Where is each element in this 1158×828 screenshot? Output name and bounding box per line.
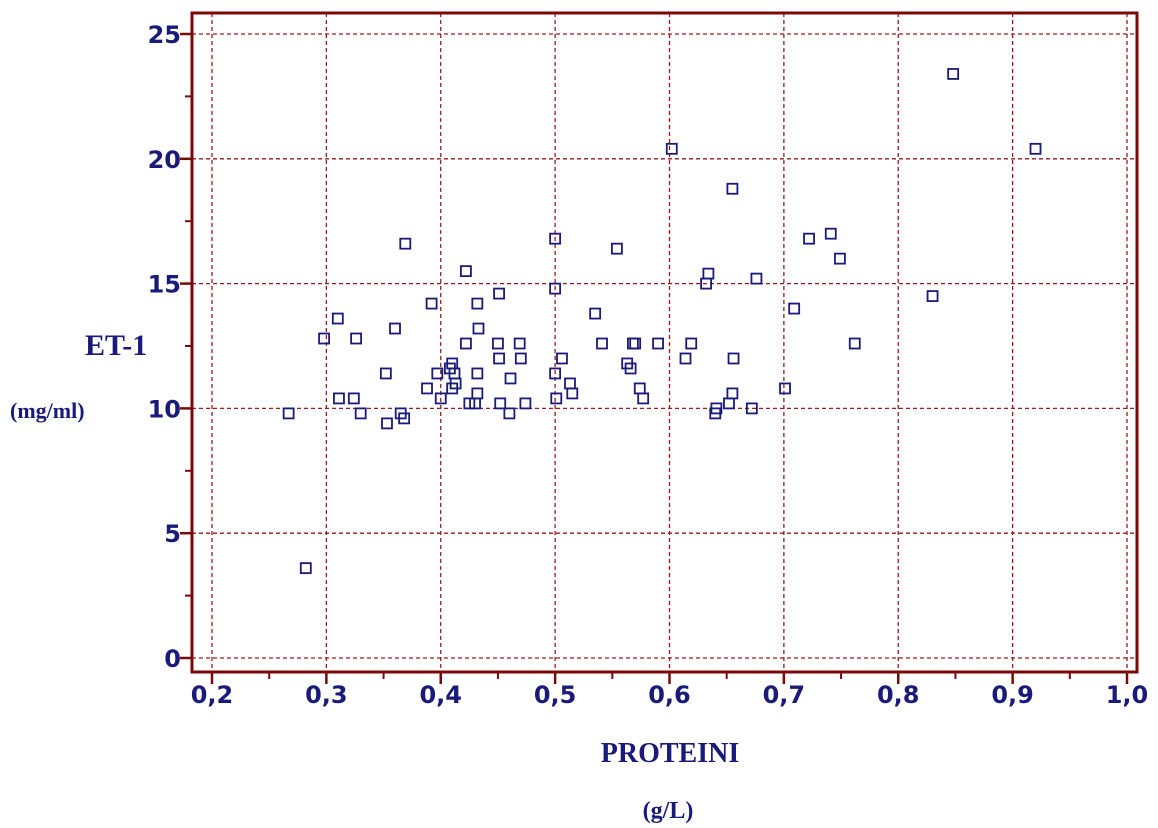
data-point: [318, 332, 330, 345]
data-point: [779, 382, 791, 395]
data-point: [723, 397, 735, 410]
x-axis-unit: (g/L): [643, 798, 694, 824]
data-point: [425, 297, 438, 310]
data-point: [566, 387, 579, 400]
data-point: [549, 367, 562, 380]
data-point: [624, 362, 637, 375]
data-point: [399, 237, 412, 250]
data-point: [472, 322, 485, 335]
data-point: [848, 337, 861, 350]
data-point: [824, 227, 837, 240]
data-point: [471, 297, 484, 310]
tick-marks: [180, 32, 1129, 684]
data-point: [550, 392, 563, 405]
y-tick-label: 5: [164, 520, 181, 548]
data-point: [652, 337, 664, 350]
data-point: [556, 352, 568, 365]
x-tick-label: 0,9: [991, 681, 1034, 709]
y-tick-label: 15: [148, 271, 181, 299]
data-point: [471, 367, 484, 380]
data-point: [493, 352, 505, 365]
data-point: [596, 337, 608, 350]
data-point: [702, 267, 715, 280]
data-point: [947, 68, 960, 80]
data-point: [331, 312, 344, 325]
data-point: [750, 272, 763, 285]
data-point: [431, 367, 444, 380]
data-point: [637, 392, 650, 405]
x-tick-label: 0,5: [534, 681, 577, 709]
y-tick-label: 0: [164, 645, 181, 673]
data-point: [460, 337, 472, 350]
x-tick-label: 0,6: [648, 681, 691, 709]
data-point: [504, 372, 517, 385]
data-point: [398, 412, 411, 425]
data-point: [726, 182, 739, 195]
data-point: [549, 232, 562, 245]
data-point: [434, 392, 447, 405]
data-point: [519, 397, 532, 410]
plot-frame: [190, 11, 1139, 674]
data-point: [460, 265, 472, 278]
data-point: [745, 402, 758, 415]
x-tick-label: 0,3: [305, 681, 348, 709]
x-tick-label: 0,8: [877, 681, 920, 709]
data-point: [492, 337, 504, 350]
data-point: [449, 377, 462, 390]
data-point: [589, 307, 602, 320]
data-point: [379, 367, 392, 380]
x-tick-label: 0,4: [419, 681, 462, 709]
data-point: [350, 332, 363, 345]
data-point: [665, 142, 678, 155]
data-point: [803, 232, 815, 245]
x-tick-label: 0,2: [191, 681, 234, 709]
data-point: [549, 282, 562, 295]
data-point: [354, 407, 367, 420]
data-point: [564, 377, 576, 390]
x-tick-label: 1,0: [1106, 681, 1149, 709]
data-point: [493, 287, 505, 300]
data-point: [629, 337, 642, 350]
data-point: [610, 242, 623, 255]
data-point: [834, 252, 846, 265]
data-point: [282, 407, 295, 420]
x-tick-labels: 0,2 0,3 0,4 0,5 0,6 0,7 0,8 0,9 1,0: [191, 681, 1149, 709]
data-point: [513, 337, 526, 350]
data-point: [679, 352, 692, 365]
data-point: [389, 322, 401, 335]
x-axis-title: PROTEINI: [601, 738, 739, 769]
data-point: [421, 382, 433, 395]
data-point: [727, 352, 740, 365]
y-tick-label: 10: [148, 395, 181, 423]
data-point: [347, 392, 360, 405]
data-point: [299, 562, 312, 575]
data-point: [333, 392, 345, 405]
data-point: [788, 302, 801, 315]
y-axis-title: ET-1: [85, 329, 147, 362]
data-point: [710, 402, 723, 415]
data-point: [633, 382, 646, 395]
y-tick-label: 20: [148, 146, 181, 174]
y-tick-labels: 0 5 10 15 20 25: [148, 21, 181, 673]
data-points: [282, 68, 1042, 575]
data-point: [381, 417, 393, 430]
x-tick-label: 0,7: [763, 681, 806, 709]
y-axis-unit: (mg/ml): [10, 398, 85, 423]
data-point: [503, 407, 516, 420]
data-point: [494, 397, 507, 410]
grid-lines: [192, 13, 1137, 672]
data-point: [514, 352, 527, 365]
data-point: [685, 337, 698, 350]
data-point: [471, 387, 484, 400]
data-point: [726, 387, 739, 400]
y-tick-label: 25: [148, 21, 181, 49]
data-point: [926, 290, 939, 302]
data-point: [1029, 142, 1042, 155]
